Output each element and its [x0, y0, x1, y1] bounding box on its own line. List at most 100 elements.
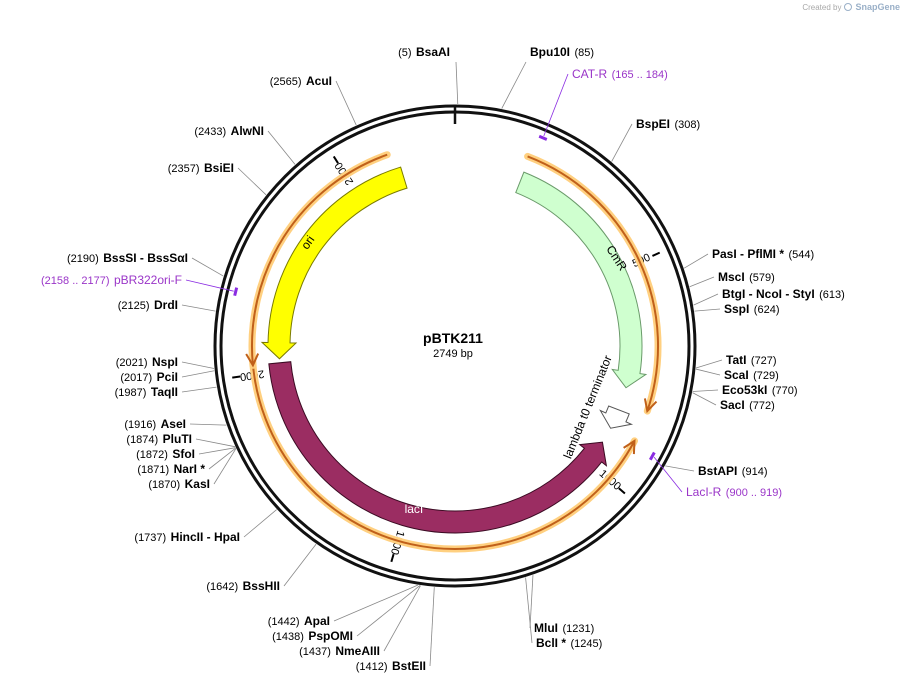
plasmid-name: pBTK211 — [423, 330, 483, 346]
enzyme-position: (1231) — [562, 623, 594, 635]
enzyme-position: (1245) — [570, 638, 602, 650]
enzyme-name: BclI * — [536, 636, 566, 650]
orf-arrow-cmr — [643, 398, 658, 414]
enzyme-position: (1987) — [115, 387, 147, 399]
enzyme-position: (624) — [754, 304, 780, 316]
leader-line-1642 — [283, 543, 317, 587]
primer-leader-cat-r — [543, 73, 569, 137]
enzyme-position: (2125) — [118, 300, 150, 312]
feature-label-laci: lacI — [405, 502, 424, 516]
enzyme-name: PciI — [157, 370, 178, 384]
enzyme-name: PasI - PflMI * — [712, 247, 784, 261]
leader-line-1412 — [429, 587, 435, 667]
enzyme-name: NspI — [152, 355, 178, 369]
enzyme-label-bsaai: (5) BsaAI — [398, 43, 450, 60]
enzyme-position: (1642) — [206, 581, 238, 593]
center-label: pBTK211 2749 bp — [423, 330, 483, 360]
leader-line-1437 — [383, 585, 421, 652]
enzyme-label-alwni: (2433) AlwNI — [194, 122, 264, 139]
leader-line-1438 — [356, 585, 421, 637]
enzyme-position: (914) — [742, 466, 768, 478]
enzyme-label-bsiei: (2357) BsiEI — [168, 159, 234, 176]
orf-arrow-ori — [245, 353, 260, 368]
leader-line-1874 — [195, 438, 236, 448]
enzyme-name: AcuI — [306, 74, 332, 88]
enzyme-name: AlwNI — [231, 124, 264, 138]
enzyme-position: (85) — [574, 47, 594, 59]
enzyme-position: (727) — [751, 355, 777, 367]
enzyme-name: AseI — [161, 417, 186, 431]
enzyme-name: TaqII — [151, 385, 178, 399]
leader-line-613 — [693, 293, 719, 306]
enzyme-position: (1874) — [126, 434, 158, 446]
enzyme-position: (1916) — [124, 419, 156, 431]
enzyme-position: (2357) — [168, 163, 200, 175]
leader-line-308 — [611, 123, 633, 162]
enzyme-name: MscI — [718, 270, 745, 284]
enzyme-label-bsteii: (1412) BstEII — [356, 657, 426, 674]
enzyme-label-pspomi: (1438) PspOMI — [272, 627, 353, 644]
enzyme-name: BstEII — [392, 659, 426, 673]
enzyme-position: (1442) — [268, 616, 300, 628]
enzyme-name: SacI — [720, 398, 745, 412]
backbone — [213, 104, 697, 588]
credit-brand: SnapGene — [855, 2, 900, 12]
primer-mark-laci-r — [648, 451, 656, 461]
enzyme-name: BstAPI — [698, 464, 737, 478]
enzyme-position: (613) — [819, 289, 845, 301]
leader-line-772 — [692, 392, 717, 406]
enzyme-position: (772) — [749, 400, 775, 412]
leader-line-2125 — [181, 304, 216, 312]
orf-line-cmr — [527, 155, 660, 412]
leader-line-1870 — [213, 448, 237, 485]
enzyme-name: BsaAI — [416, 45, 450, 59]
credit-prefix: Created by — [802, 2, 842, 12]
tick-mark-2500 — [332, 155, 339, 164]
enzyme-position: (1437) — [299, 646, 331, 658]
primer-mark-cat-r — [538, 134, 548, 141]
leader-line-1987 — [181, 386, 217, 393]
enzyme-label-tati: TatI (727) — [726, 351, 777, 368]
orf-arrow-laci — [623, 438, 636, 455]
leader-line-2433 — [267, 130, 296, 165]
tick-mark-500 — [652, 251, 661, 257]
snapgene-logo-icon — [844, 3, 853, 11]
enzyme-name: ScaI — [724, 368, 749, 382]
leader-line-1245 — [525, 577, 533, 644]
enzyme-position: (5) — [398, 47, 411, 59]
enzyme-position: (1872) — [136, 449, 168, 461]
leader-line-2021 — [181, 361, 215, 369]
enzyme-label-pasi-pflmi: PasI - PflMI * (544) — [712, 245, 814, 262]
leader-line-544 — [683, 253, 709, 269]
orf-line-ori — [251, 153, 388, 366]
leader-line-1737 — [243, 509, 277, 538]
enzyme-position: (2017) — [120, 372, 152, 384]
enzyme-label-bsshii: (1642) BssHII — [206, 577, 280, 594]
leader-line-2357 — [237, 167, 267, 196]
enzyme-name: KasI — [185, 477, 210, 491]
feature-lambda-t0-terminator — [599, 405, 634, 429]
leader-line-729 — [695, 368, 721, 376]
enzyme-label-bstapi: BstAPI (914) — [698, 462, 767, 479]
tick-mark-2000 — [232, 375, 241, 379]
enzyme-name: Eco53kI — [722, 383, 767, 397]
leader-line-1231 — [529, 575, 534, 629]
enzyme-label-eco53ki: Eco53kI (770) — [722, 381, 798, 398]
enzyme-name: NarI * — [174, 462, 206, 476]
primer-label-cat-r: CAT-R (165 .. 184) — [572, 65, 668, 82]
enzyme-position: (2565) — [270, 76, 302, 88]
enzyme-position: (2433) — [194, 126, 226, 138]
enzyme-label-bsssi-bsss-i: (2190) BssSI - BssSαI — [67, 249, 188, 266]
enzyme-label-pcii: (2017) PciI — [120, 368, 178, 385]
feature-laci — [268, 361, 608, 534]
enzyme-name: TatI — [726, 353, 746, 367]
orf-arcs — [245, 151, 662, 553]
feature-cmr — [515, 171, 648, 389]
enzyme-position: (1412) — [356, 661, 388, 673]
leader-line-2190 — [191, 257, 224, 277]
tick-mark-1000 — [618, 487, 626, 495]
enzyme-name: BtgI - NcoI - StyI — [722, 287, 815, 301]
enzyme-name: BsiEI — [204, 161, 234, 175]
primer-leader-pbr322ori-f — [185, 279, 234, 292]
enzyme-name: DrdI — [154, 298, 178, 312]
